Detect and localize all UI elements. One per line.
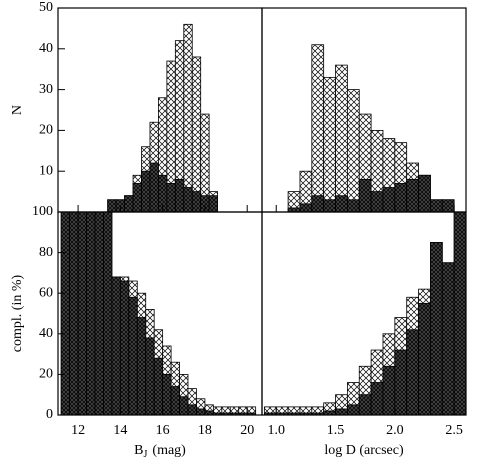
bar	[153, 357, 164, 415]
bar	[430, 199, 443, 212]
bar	[382, 187, 396, 212]
bar	[394, 183, 408, 212]
x-axis-label: BJ (mag)	[134, 443, 186, 460]
bar	[323, 199, 336, 212]
bar	[382, 365, 396, 415]
y-tick-label: 0	[46, 407, 53, 422]
bars	[287, 44, 455, 212]
bar	[162, 373, 172, 415]
bar	[94, 212, 104, 415]
frame	[261, 211, 467, 416]
x-tick-label: 12	[71, 423, 85, 438]
y-tick-label: 40	[39, 41, 53, 56]
y-tick-label: 40	[39, 326, 53, 341]
bar	[128, 296, 138, 415]
bar	[107, 199, 117, 212]
bar	[77, 212, 87, 415]
x-label-main: log D (arcsec)	[324, 443, 404, 458]
bar	[287, 207, 301, 212]
bar	[170, 386, 180, 415]
y-axis-label: compl. (in %)	[10, 274, 25, 352]
bar	[124, 195, 134, 212]
bar	[418, 302, 431, 415]
bar	[60, 212, 71, 415]
y-tick-label: 80	[39, 245, 53, 260]
bar	[323, 410, 336, 415]
y-tick-label: 50	[39, 0, 53, 15]
bar	[86, 212, 96, 415]
bar	[69, 212, 79, 415]
bars	[60, 212, 257, 415]
x-tick-label: 2.5	[445, 423, 463, 438]
bar	[406, 178, 419, 212]
bar	[103, 212, 113, 415]
bar	[335, 64, 348, 212]
y-tick-label: 60	[39, 285, 53, 300]
bar	[346, 404, 360, 415]
x-tick-label: 1.5	[327, 423, 345, 438]
y-tick-label: 100	[32, 204, 53, 219]
x-tick-label: 20	[240, 423, 254, 438]
bar	[346, 89, 360, 212]
bar	[418, 174, 431, 212]
bar	[406, 329, 419, 415]
bar	[183, 23, 193, 212]
bar	[183, 187, 193, 212]
y-axis-label: N	[10, 105, 25, 115]
bar	[208, 195, 219, 212]
bars	[263, 212, 466, 415]
bar	[346, 199, 360, 212]
bar	[370, 382, 384, 415]
y-tick-label: 20	[39, 123, 53, 138]
bar	[132, 183, 142, 212]
bar	[196, 408, 206, 415]
y-tick-label: 10	[39, 163, 53, 178]
bar	[145, 337, 155, 415]
y-tick-label: 20	[39, 367, 53, 382]
bar	[430, 242, 443, 415]
y-tick-label: 30	[39, 82, 53, 97]
bar	[187, 404, 197, 415]
bar	[149, 162, 159, 212]
bar	[299, 203, 313, 212]
bar	[441, 262, 455, 415]
bar	[166, 183, 176, 212]
bar	[370, 191, 384, 212]
x-tick-label: 1.0	[267, 423, 285, 438]
bar	[191, 56, 202, 212]
bar	[136, 317, 147, 415]
bar	[311, 44, 325, 212]
bar	[358, 178, 372, 212]
x-axis-label: log D (arcsec)	[324, 443, 404, 458]
x-tick-label: 18	[198, 423, 212, 438]
bar	[453, 212, 466, 415]
bars	[107, 23, 219, 212]
bar	[200, 113, 210, 212]
bar	[335, 408, 348, 415]
x-label-unit: (mag)	[152, 443, 186, 458]
bar	[141, 170, 151, 212]
bar	[441, 199, 455, 212]
bar	[358, 394, 372, 415]
bar	[204, 410, 214, 415]
x-tick-label: 16	[156, 423, 170, 438]
bar	[323, 76, 336, 212]
x-tick-label: 14	[113, 423, 127, 438]
bar	[394, 349, 408, 415]
bar	[119, 280, 130, 415]
bar	[111, 276, 121, 415]
bar	[335, 195, 348, 212]
x-label-main: B	[134, 443, 143, 458]
x-label-sub: J	[144, 449, 148, 460]
bar	[311, 195, 325, 212]
bar	[179, 396, 189, 415]
bar	[191, 191, 202, 212]
bar	[174, 178, 185, 212]
x-tick-label: 2.0	[386, 423, 404, 438]
